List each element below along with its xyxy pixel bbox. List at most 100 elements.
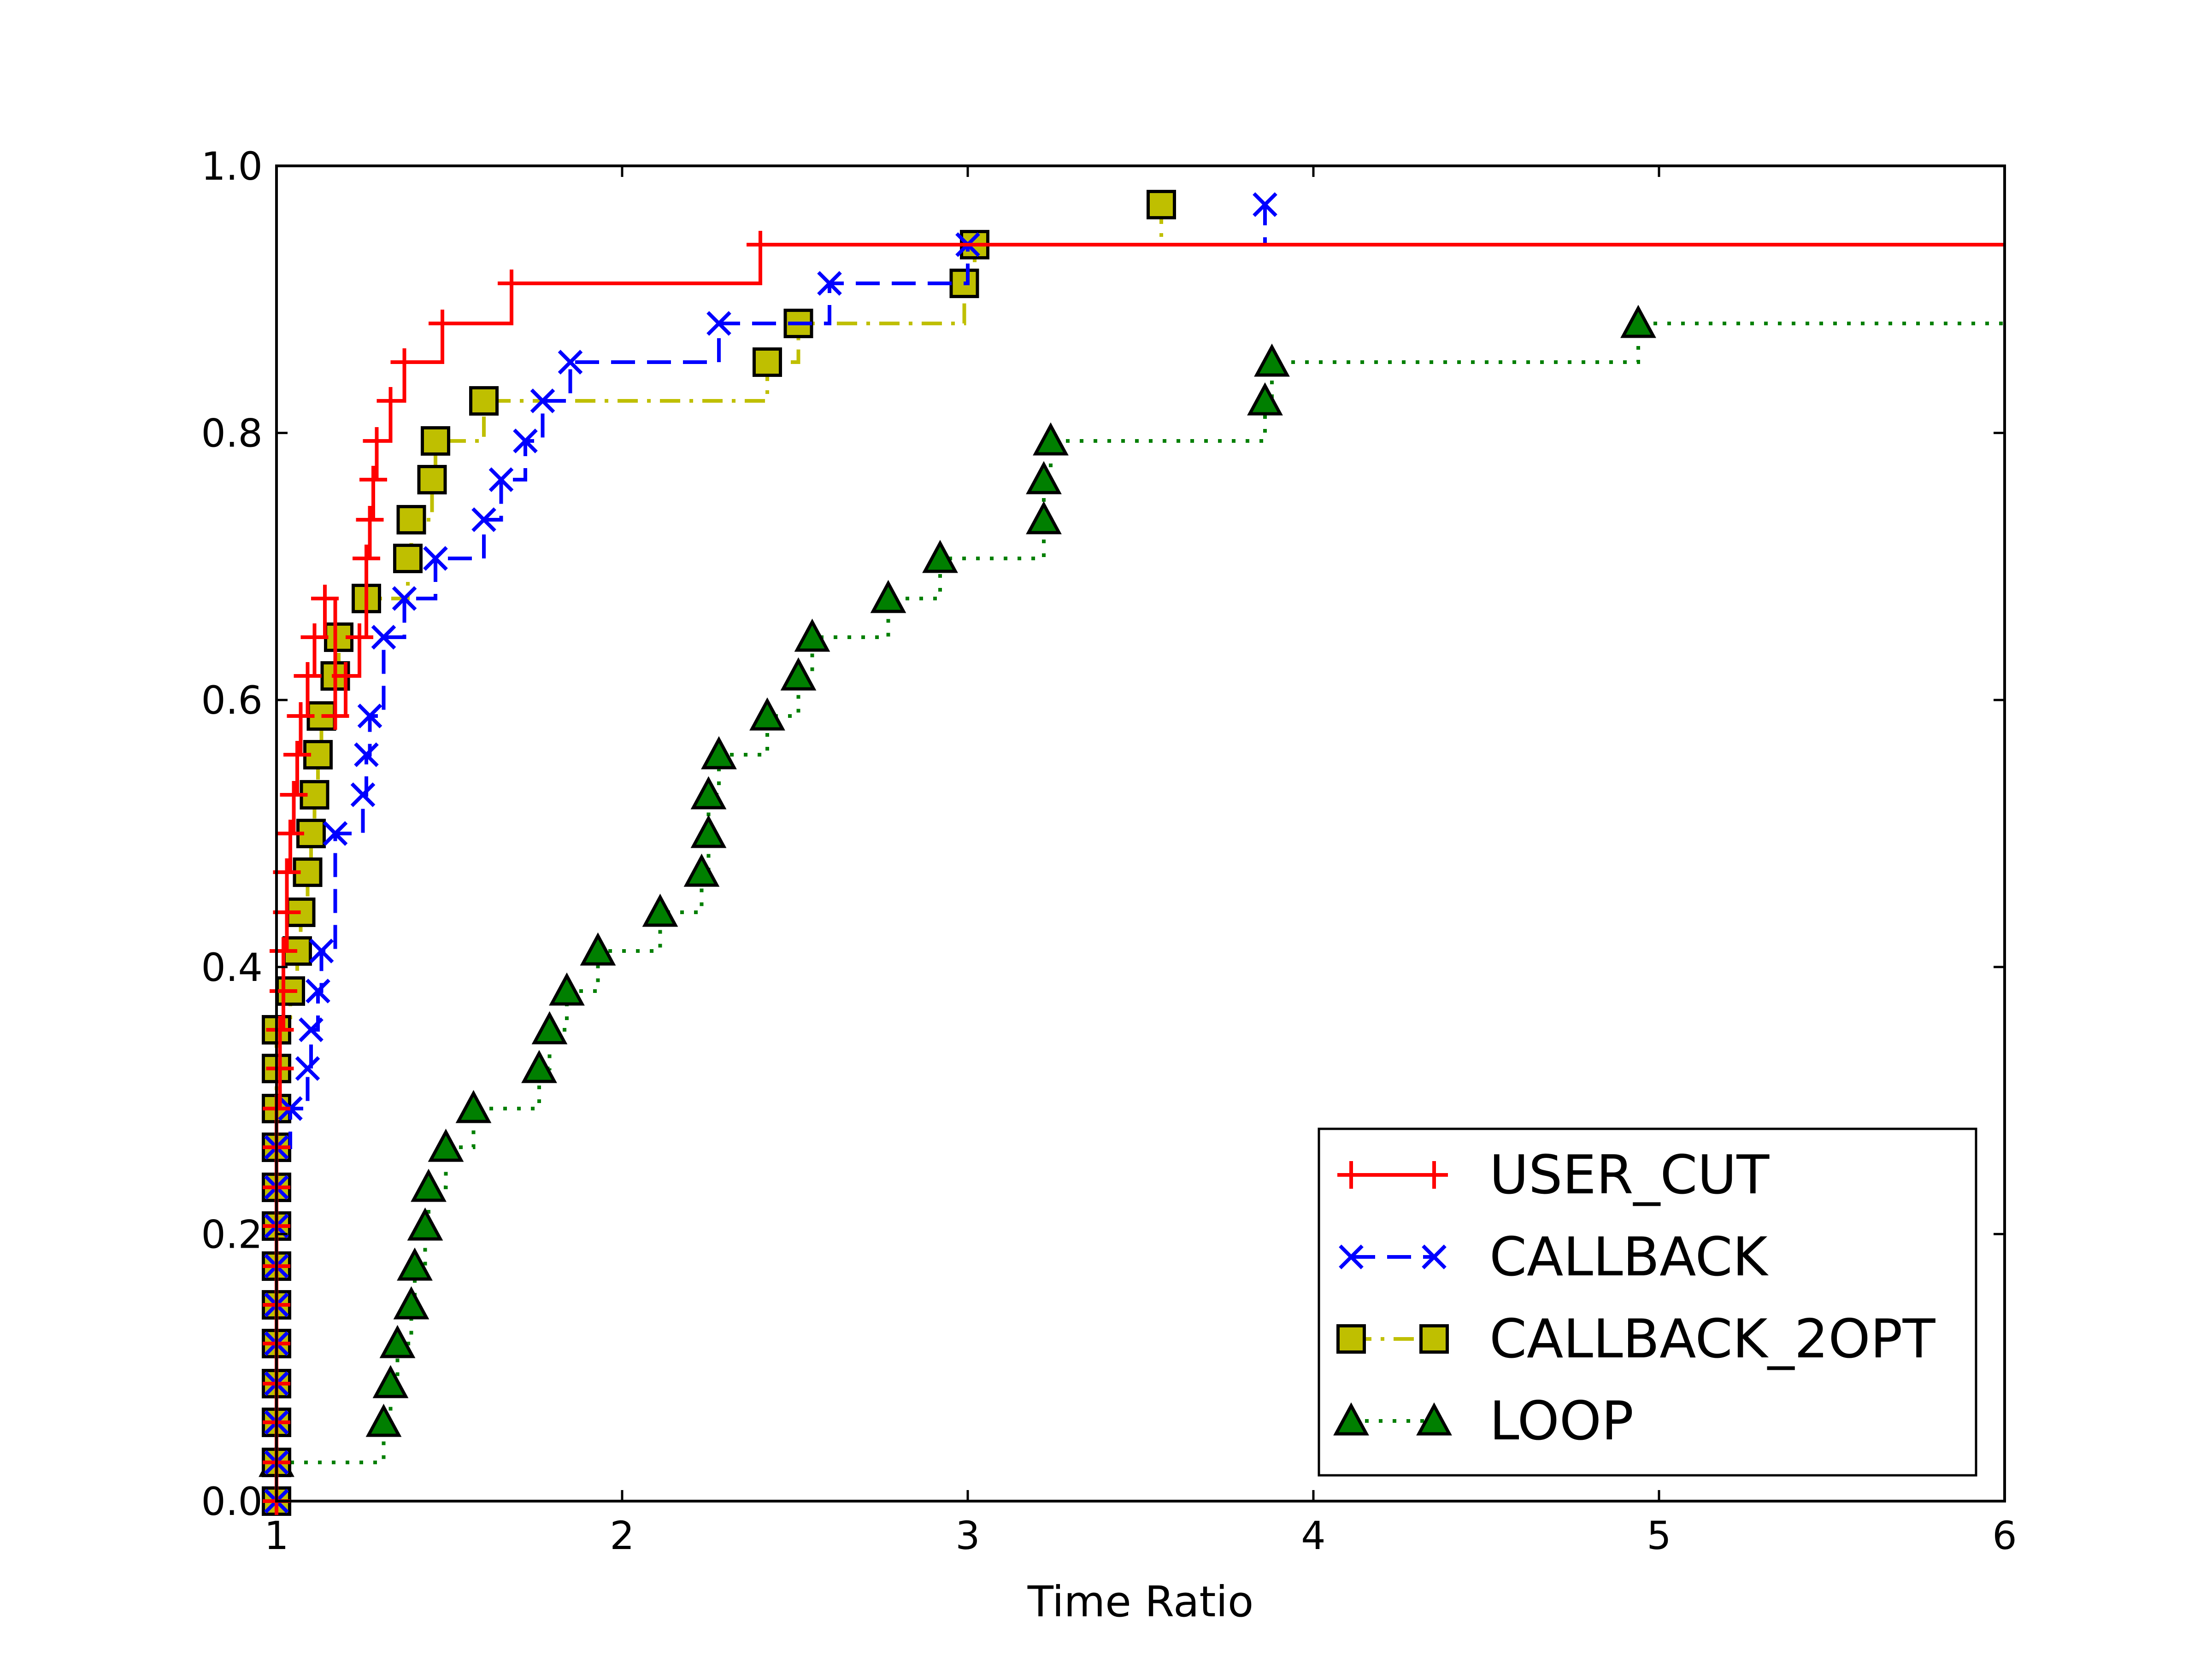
legend-marker [1337, 1161, 1365, 1189]
data-point-loop [411, 1168, 447, 1202]
data-point-loop [1247, 382, 1283, 416]
data-point-callback [558, 350, 583, 375]
data-point-user-cut [332, 662, 359, 690]
plot-frame [275, 164, 2006, 1503]
y-axis: 0.0 0.2 0.4 0.6 0.8 1.0 [201, 144, 2005, 1524]
data-point-loop [1620, 305, 1656, 338]
data-point-callback [350, 782, 376, 807]
data-point-callback [323, 821, 348, 846]
data-point-loop [1026, 501, 1062, 534]
legend-marker [1416, 1402, 1452, 1436]
data-point-user-cut [353, 545, 380, 573]
data-point-loop [531, 1011, 568, 1045]
data-point-loop [365, 1403, 402, 1437]
data-point-user-cut [377, 387, 405, 415]
x-tick-label: 5 [1647, 1513, 1671, 1558]
legend-label: CALLBACK [1489, 1226, 1769, 1288]
data-point-user-cut [359, 466, 387, 494]
data-point-callback [357, 704, 382, 728]
data-point-callback [423, 546, 448, 571]
data-point-loop [922, 540, 958, 573]
data-point-loop [372, 1365, 409, 1398]
legend-marker [1333, 1402, 1369, 1436]
data-point-callback-2opt [469, 386, 499, 416]
data-point-user-cut [311, 584, 339, 612]
legend-label: USER_CUT [1489, 1144, 1770, 1206]
y-tick-label: 1.0 [201, 144, 263, 189]
data-point-loop [580, 932, 616, 966]
data-point-user-cut [294, 662, 322, 690]
data-point-loop [642, 893, 678, 927]
data-point-user-cut [747, 230, 774, 258]
legend-marker [1422, 1244, 1447, 1269]
data-point-loop [870, 580, 906, 613]
y-tick-label: 0.4 [201, 945, 263, 990]
data-point-user-cut [356, 505, 384, 534]
data-point-loop [1254, 343, 1290, 377]
legend-entry-callback: CALLBACK [1339, 1226, 1769, 1288]
x-tick-label: 3 [955, 1513, 980, 1558]
data-point-callback [295, 1056, 320, 1081]
data-point-loop [690, 815, 727, 848]
legend-marker [1420, 1161, 1448, 1189]
data-point-callback [306, 979, 330, 1004]
legend-entry-callback-2opt: CALLBACK_2OPT [1336, 1308, 1936, 1370]
data-point-loop [749, 697, 785, 731]
data-point-loop [455, 1090, 492, 1123]
data-point-callback [309, 939, 334, 963]
data-point-callback [706, 311, 731, 336]
legend-entry-loop: LOOP [1333, 1390, 1634, 1452]
data-point-callback [371, 625, 396, 650]
data-point-callback [354, 742, 379, 767]
data-point-loop [690, 776, 727, 810]
data-point-user-cut [266, 1016, 294, 1044]
data-point-user-cut [287, 702, 315, 730]
x-tick-label: 4 [1301, 1513, 1325, 1558]
data-point-user-cut [363, 427, 391, 455]
data-point-loop [393, 1286, 429, 1320]
data-point-user-cut [270, 977, 297, 1005]
x-axis-label: Time Ratio [1027, 1577, 1254, 1626]
y-tick-label: 0.2 [201, 1212, 263, 1257]
legend-marker [1419, 1324, 1449, 1354]
data-point-loop [407, 1207, 443, 1241]
data-point-loop [780, 657, 817, 691]
data-point-callback-2opt [396, 505, 426, 534]
data-point-callback-2opt [393, 544, 423, 574]
data-point-loop [683, 853, 720, 887]
y-tick-label: 0.8 [201, 411, 263, 456]
data-point-callback [530, 388, 555, 413]
data-point-callback-2opt [417, 465, 447, 495]
data-point-callback [1253, 192, 1277, 217]
data-point-user-cut [429, 309, 456, 337]
data-point-user-cut [346, 623, 373, 651]
legend-marker [1336, 1324, 1366, 1354]
legend-entry-user-cut: USER_CUT [1337, 1144, 1770, 1206]
x-tick-label: 6 [1992, 1513, 2017, 1558]
data-point-loop [379, 1325, 416, 1358]
data-point-user-cut [270, 937, 297, 965]
x-axis: 1 2 3 4 5 6 [264, 166, 2017, 1558]
data-point-user-cut [321, 702, 349, 730]
data-point-user-cut [390, 348, 418, 376]
data-point-user-cut [276, 820, 304, 847]
data-point-loop [701, 736, 737, 769]
data-point-user-cut [498, 270, 525, 298]
data-point-callback-2opt [421, 426, 450, 456]
data-point-callback [299, 1017, 324, 1042]
series-loop [259, 305, 2005, 1477]
data-point-callback [817, 271, 842, 296]
data-point-loop [397, 1247, 433, 1281]
y-tick-label: 0.6 [201, 678, 263, 723]
y-tick-label: 0.0 [201, 1479, 263, 1524]
data-point-callback [392, 586, 417, 611]
data-point-user-cut [300, 623, 329, 651]
data-point-loop [428, 1128, 464, 1162]
data-point-callback-2opt [753, 347, 782, 377]
data-point-loop [794, 618, 830, 652]
data-point-callback [513, 428, 538, 453]
axes-layer: 1 2 3 4 5 6 0.0 0.2 0.4 0.6 0.8 1.0 [201, 144, 2017, 1558]
legend: USER_CUT CALLBACK CALLBACK_2OPT LOOP [1318, 1127, 1977, 1477]
